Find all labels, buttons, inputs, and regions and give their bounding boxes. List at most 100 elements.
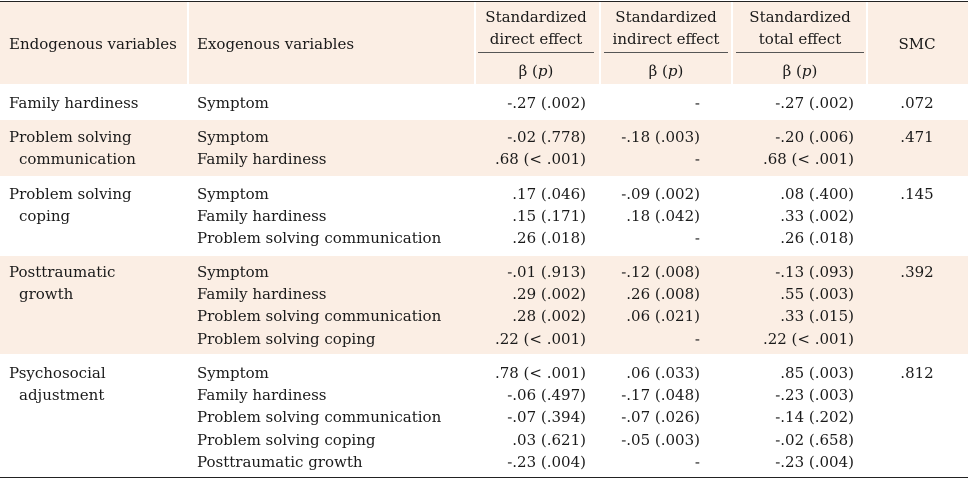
direct-effect-value: .68 (< .001) [494, 150, 586, 169]
indirect-effect-value: -.05 (.003) [621, 430, 700, 449]
direct-effect-value: -.06 (.497) [507, 386, 586, 405]
exogenous-label: Problem solving communication [197, 408, 442, 427]
header-total-underline [736, 52, 864, 53]
total-effect-value: .22 (< .001) [762, 329, 854, 348]
bottom-rule [0, 477, 968, 478]
header-indirect-line2: indirect effect [612, 30, 720, 48]
total-effect-value: .26 (.018) [780, 229, 854, 248]
header-direct-underline [478, 52, 594, 53]
header-indirect-underline [604, 52, 728, 53]
exogenous-label: Problem solving coping [197, 430, 376, 449]
top-rule [0, 1, 968, 2]
column-separator [187, 2, 189, 84]
header-endogenous: Endogenous variables [9, 35, 177, 53]
exogenous-label: Family hardiness [197, 207, 327, 226]
indirect-effect-value: - [694, 452, 700, 471]
smc-value: .145 [900, 185, 934, 203]
indirect-effect-value: - [694, 229, 700, 248]
direct-effect-value: -.23 (.004) [507, 452, 586, 471]
total-effect-value: -.23 (.004) [775, 452, 854, 471]
indirect-effect-value: .06 (.033) [626, 364, 700, 382]
column-separator [474, 2, 476, 84]
total-effect-value: .68 (< .001) [762, 150, 854, 169]
smc-value: .812 [900, 364, 934, 382]
exogenous-label: Problem solving communication [197, 229, 442, 248]
total-effect-value: -.02 (.658) [775, 430, 854, 449]
direct-effect-value: .03 (.621) [512, 430, 586, 449]
exogenous-label: Family hardiness [197, 285, 327, 304]
direct-effect-value: .17 (.046) [512, 185, 586, 203]
exogenous-label: Symptom [197, 128, 269, 146]
total-effect-value: -.20 (.006) [775, 128, 854, 146]
indirect-effect-value: .06 (.021) [626, 307, 700, 326]
exogenous-label: Symptom [197, 364, 269, 382]
exogenous-label: Posttraumatic growth [197, 452, 363, 471]
indirect-effect-value: .26 (.008) [626, 285, 700, 304]
direct-effect-value: -.07 (.394) [507, 408, 586, 427]
header-direct-line1: Standardized [485, 8, 587, 26]
endogenous-label: Posttraumatic [9, 263, 116, 281]
header-direct-beta: β (p) [518, 62, 554, 80]
header-total-beta: β (p) [782, 62, 818, 80]
header-total-line1: Standardized [749, 8, 851, 26]
total-effect-value: -.13 (.093) [775, 263, 854, 281]
indirect-effect-value: .18 (.042) [626, 207, 700, 226]
exogenous-label: Symptom [197, 94, 269, 112]
indirect-effect-value: -.17 (.048) [621, 386, 700, 405]
header-band [0, 2, 968, 84]
smc-value: .392 [900, 263, 934, 281]
direct-effect-value: .29 (.002) [512, 285, 586, 304]
smc-value: .072 [900, 94, 934, 112]
total-effect-value: -.14 (.202) [775, 408, 854, 427]
indirect-effect-value: - [694, 150, 700, 169]
total-effect-value: -.27 (.002) [775, 94, 854, 112]
endogenous-label: adjustment [19, 386, 105, 405]
total-effect-value: .55 (.003) [780, 285, 854, 304]
indirect-effect-value: - [694, 329, 700, 348]
header-total-line2: total effect [758, 30, 842, 48]
group-band [0, 120, 968, 176]
group-band [0, 256, 968, 354]
header-smc: SMC [898, 35, 936, 53]
direct-effect-value: -.27 (.002) [507, 94, 586, 112]
total-effect-value: -.23 (.003) [775, 386, 854, 405]
endogenous-label: Family hardiness [9, 94, 139, 112]
total-effect-value: .33 (.015) [780, 307, 854, 326]
endogenous-label: growth [19, 285, 74, 304]
direct-effect-value: .26 (.018) [512, 229, 586, 248]
total-effect-value: .08 (.400) [780, 185, 854, 203]
header-exogenous: Exogenous variables [197, 35, 355, 53]
header-direct-line2: direct effect [489, 30, 583, 48]
exogenous-label: Symptom [197, 185, 269, 203]
exogenous-label: Family hardiness [197, 150, 327, 169]
direct-effect-value: .78 (< .001) [494, 364, 586, 382]
column-separator [599, 2, 601, 84]
direct-effect-value: -.02 (.778) [507, 128, 586, 146]
total-effect-value: .85 (.003) [780, 364, 854, 382]
indirect-effect-value: -.09 (.002) [621, 185, 700, 203]
direct-effect-value: .28 (.002) [512, 307, 586, 326]
exogenous-label: Symptom [197, 263, 269, 281]
direct-effect-value: .22 (< .001) [494, 329, 586, 348]
total-effect-value: .33 (.002) [780, 207, 854, 226]
indirect-effect-value: -.18 (.003) [621, 128, 700, 146]
endogenous-label: communication [19, 150, 136, 169]
column-separator [731, 2, 733, 84]
endogenous-label: coping [19, 207, 71, 226]
endogenous-label: Problem solving [9, 185, 132, 203]
column-separator [866, 2, 868, 84]
direct-effect-value: -.01 (.913) [507, 263, 586, 281]
exogenous-label: Problem solving coping [197, 329, 376, 348]
exogenous-label: Family hardiness [197, 386, 327, 405]
smc-value: .471 [900, 128, 934, 146]
indirect-effect-value: - [694, 94, 700, 112]
header-indirect-beta: β (p) [648, 62, 684, 80]
header-indirect-line1: Standardized [615, 8, 717, 26]
exogenous-label: Problem solving communication [197, 307, 442, 326]
indirect-effect-value: -.12 (.008) [621, 263, 700, 281]
endogenous-label: Problem solving [9, 128, 132, 146]
direct-effect-value: .15 (.171) [512, 207, 586, 226]
indirect-effect-value: -.07 (.026) [621, 408, 700, 427]
endogenous-label: Psychosocial [9, 364, 106, 382]
